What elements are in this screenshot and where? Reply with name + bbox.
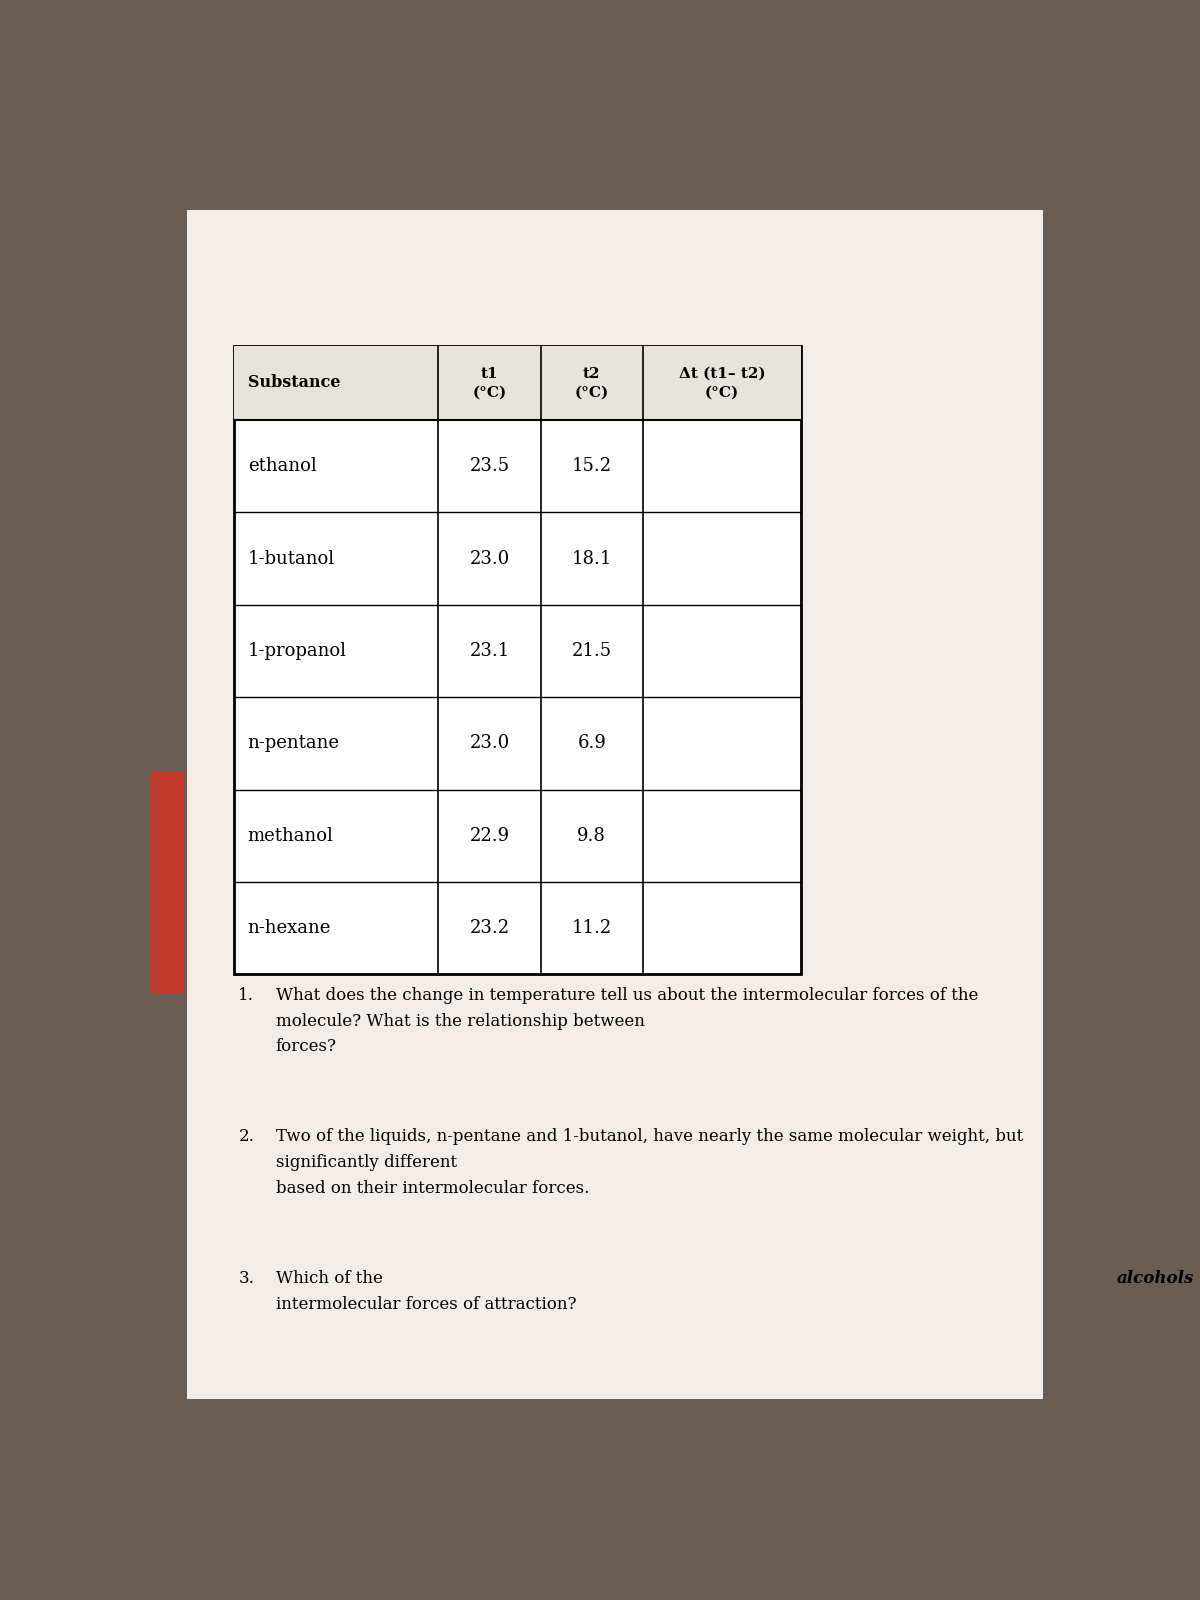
Text: 23.5: 23.5 (469, 458, 510, 475)
Text: 2.: 2. (239, 1128, 254, 1146)
Text: n-hexane: n-hexane (247, 918, 331, 938)
Text: 18.1: 18.1 (571, 549, 612, 568)
Text: n-pentane: n-pentane (247, 734, 340, 752)
Bar (150, 192, 187, 1424)
Text: 3.: 3. (239, 1270, 254, 1286)
Text: ethanol: ethanol (247, 458, 317, 475)
Text: 11.2: 11.2 (571, 918, 612, 938)
Text: 1-butanol: 1-butanol (247, 549, 335, 568)
Text: Substance: Substance (247, 374, 340, 392)
Bar (234, 346, 802, 974)
Text: 23.2: 23.2 (469, 918, 510, 938)
Text: 6.9: 6.9 (577, 734, 606, 752)
Bar (234, 346, 802, 419)
Text: Δt (t1– t2)
(°C): Δt (t1– t2) (°C) (679, 366, 766, 398)
Text: 1.: 1. (239, 987, 254, 1003)
Text: 1-propanol: 1-propanol (247, 642, 347, 659)
Text: alcohols: alcohols (1117, 1270, 1194, 1286)
Text: t1
(°C): t1 (°C) (473, 366, 506, 398)
Text: significantly different: significantly different (276, 1154, 462, 1171)
Text: What does the change in temperature tell us about the intermolecular forces of t: What does the change in temperature tell… (276, 987, 978, 1003)
Text: 23.0: 23.0 (469, 734, 510, 752)
Text: forces?: forces? (276, 1038, 336, 1056)
Text: 9.8: 9.8 (577, 827, 606, 845)
Text: t2
(°C): t2 (°C) (575, 366, 608, 398)
Text: 15.2: 15.2 (571, 458, 612, 475)
Text: molecule? What is the relationship between: molecule? What is the relationship betwe… (276, 1013, 649, 1029)
Text: 21.5: 21.5 (571, 642, 612, 659)
Text: 23.0: 23.0 (469, 549, 510, 568)
Text: based on their intermolecular forces.: based on their intermolecular forces. (276, 1181, 589, 1197)
Text: Two of the liquids, n-pentane and 1-butanol, have nearly the same molecular weig: Two of the liquids, n-pentane and 1-buta… (276, 1128, 1022, 1146)
Text: Which of the: Which of the (276, 1270, 388, 1286)
Text: intermolecular forces of attraction?: intermolecular forces of attraction? (276, 1296, 576, 1314)
Text: 23.1: 23.1 (469, 642, 510, 659)
Text: 22.9: 22.9 (469, 827, 510, 845)
FancyBboxPatch shape (187, 211, 1043, 1400)
Bar (150, 771, 182, 992)
Text: methanol: methanol (247, 827, 334, 845)
